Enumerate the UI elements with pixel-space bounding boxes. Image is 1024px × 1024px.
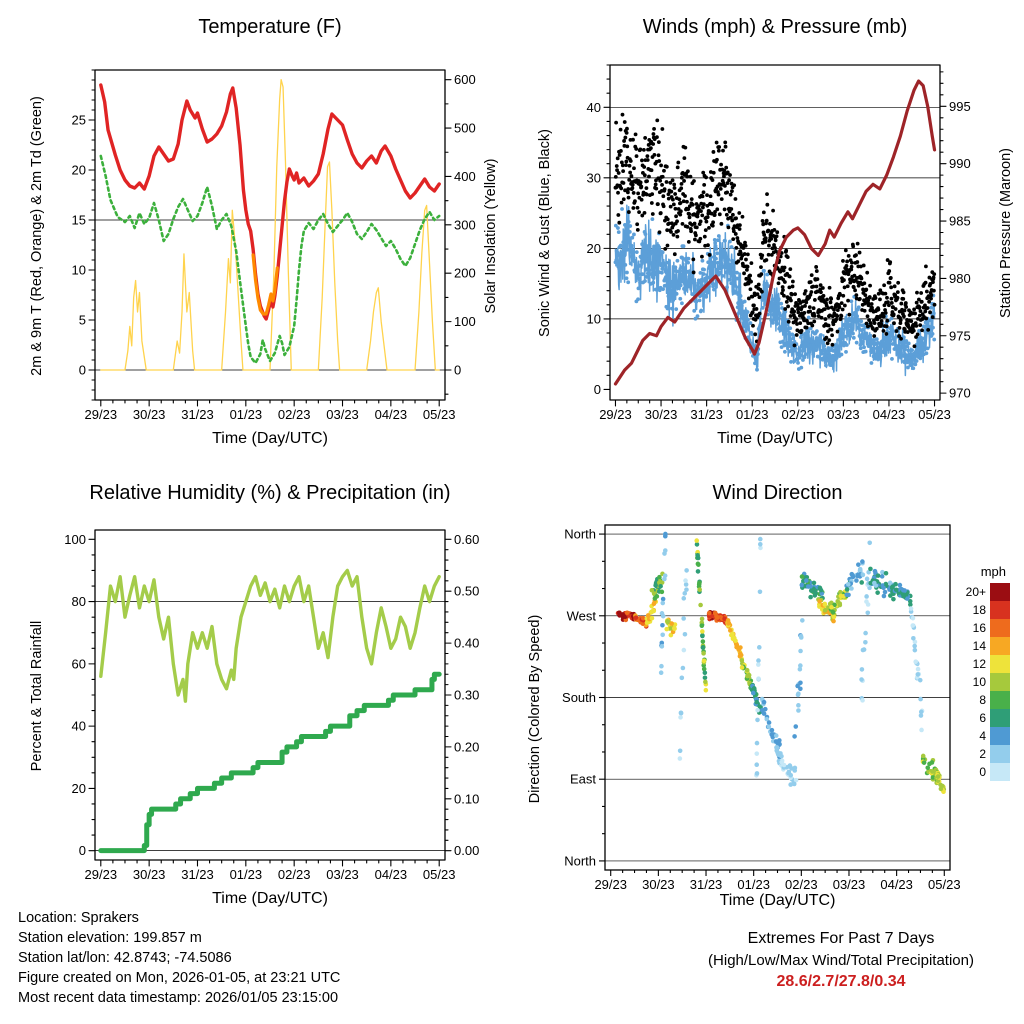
legend-label: 8 bbox=[979, 693, 986, 707]
legend-row: 4 bbox=[956, 727, 1010, 745]
extremes-block: Extremes For Past 7 Days (High/Low/Max W… bbox=[655, 928, 1024, 993]
winds-xlabel: Time (Day/UTC) bbox=[717, 430, 833, 447]
temperature-chart bbox=[0, 0, 512, 460]
temperature-xlabel: Time (Day/UTC) bbox=[212, 430, 328, 447]
legend-row: 14 bbox=[956, 637, 1010, 655]
legend-label: 2 bbox=[979, 747, 986, 761]
extremes-title: Extremes For Past 7 Days bbox=[747, 930, 935, 947]
legend-row: 18 bbox=[956, 601, 1010, 619]
legend-color-swatch bbox=[990, 673, 1010, 691]
legend-row: 2 bbox=[956, 745, 1010, 763]
station-elevation: Station elevation: 199.857 m bbox=[18, 930, 202, 946]
legend-row: 12 bbox=[956, 655, 1010, 673]
legend-label: 18 bbox=[972, 603, 986, 617]
legend-label: 20+ bbox=[965, 585, 986, 599]
extremes-subtitle: (High/Low/Max Wind/Total Precipitation) bbox=[708, 952, 974, 969]
legend-color-swatch bbox=[990, 655, 1010, 673]
station-location: Location: Sprakers bbox=[18, 910, 139, 926]
legend-label: 4 bbox=[979, 729, 986, 743]
winds-pressure-chart bbox=[512, 0, 1024, 460]
legend-color-swatch bbox=[990, 709, 1010, 727]
legend-label: 14 bbox=[972, 639, 986, 653]
legend-color-swatch bbox=[990, 583, 1010, 601]
data-timestamp: Most recent data timestamp: 2026/01/05 2… bbox=[18, 990, 339, 1006]
legend-row: 6 bbox=[956, 709, 1010, 727]
station-latlon: Station lat/lon: 42.8743; -74.5086 bbox=[18, 950, 232, 966]
legend-label: 16 bbox=[972, 621, 986, 635]
station-info: Location: Sprakers Station elevation: 19… bbox=[18, 908, 340, 1008]
legend-color-swatch bbox=[990, 691, 1010, 709]
humidity-precip-chart bbox=[0, 460, 512, 920]
legend-label: 12 bbox=[972, 657, 986, 671]
legend-row: 20+ bbox=[956, 583, 1010, 601]
legend-color-swatch bbox=[990, 745, 1010, 763]
wind-direction-chart bbox=[512, 460, 1024, 920]
humidity-precip-panel: Relative Humidity (%) & Precipitation (i… bbox=[0, 460, 512, 920]
legend-row: 0 bbox=[956, 763, 1010, 781]
legend-color-swatch bbox=[990, 601, 1010, 619]
legend-color-swatch bbox=[990, 727, 1010, 745]
legend-row: 16 bbox=[956, 619, 1010, 637]
legend-row: 8 bbox=[956, 691, 1010, 709]
legend-label: 6 bbox=[979, 711, 986, 725]
legend-label: 10 bbox=[972, 675, 986, 689]
winds-pressure-panel: Winds (mph) & Pressure (mb) Sonic Wind &… bbox=[512, 0, 1024, 460]
humidity-xlabel: Time (Day/UTC) bbox=[212, 890, 328, 907]
speed-colorbar-legend: mph 20+ 18 16 14 12 10 8 6 4 2 0 bbox=[956, 564, 1010, 781]
legend-label: 0 bbox=[979, 765, 986, 779]
wind-direction-panel: Wind Direction Direction (Colored By Spe… bbox=[512, 460, 1024, 920]
figure-created: Figure created on Mon, 2026-01-05, at 23… bbox=[18, 970, 341, 986]
temperature-panel: Temperature (F) 2m & 9m T (Red, Orange) … bbox=[0, 0, 512, 460]
legend-color-swatch bbox=[990, 619, 1010, 637]
legend-title: mph bbox=[980, 564, 1006, 579]
legend-color-swatch bbox=[990, 763, 1010, 781]
legend-row: 10 bbox=[956, 673, 1010, 691]
legend-color-swatch bbox=[990, 637, 1010, 655]
extremes-values: 28.6/2.7/27.8/0.34 bbox=[776, 973, 906, 990]
legend-rows: 20+ 18 16 14 12 10 8 6 4 2 0 bbox=[956, 583, 1010, 781]
wind-direction-xlabel: Time (Day/UTC) bbox=[719, 892, 836, 909]
